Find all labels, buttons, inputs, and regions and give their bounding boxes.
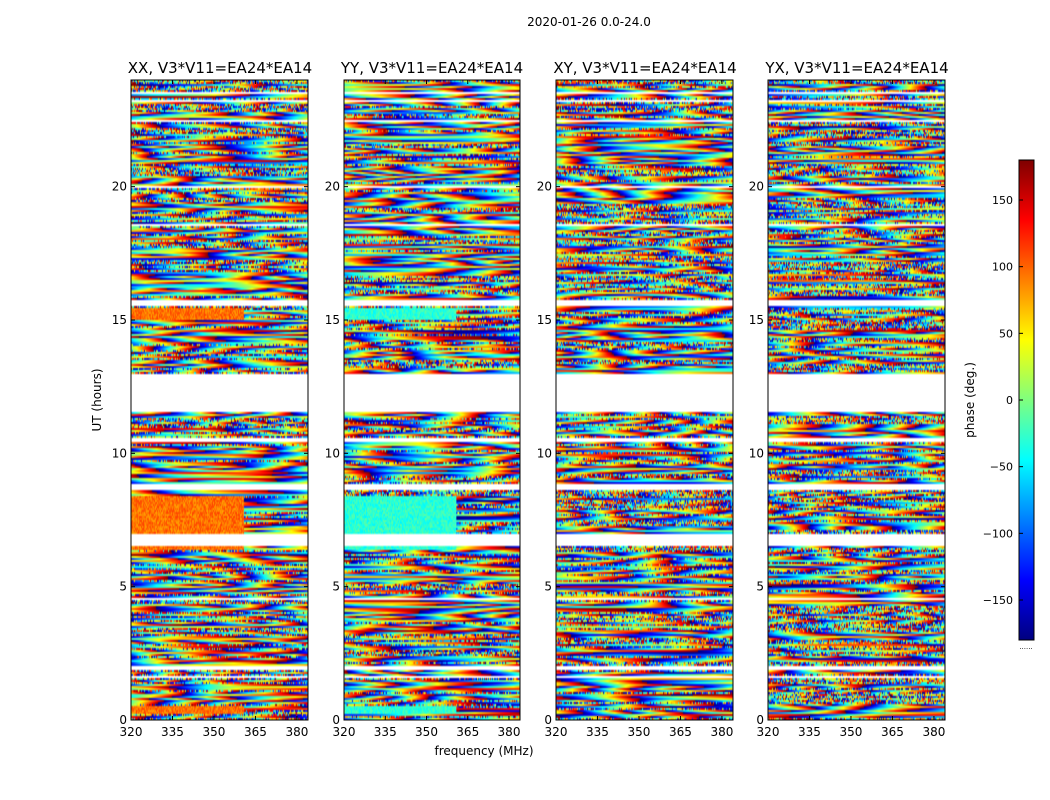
colorbar-ticks: 150 100 50 0 −50 −100 −150 [983, 194, 1023, 607]
x-tick-label: 380 [922, 725, 945, 739]
colorbar-tick-label: −150 [983, 594, 1013, 607]
colorbar-tick-label: −50 [990, 461, 1013, 474]
y-tick-label: 10 [112, 446, 127, 460]
plot-frame [130, 79, 309, 721]
y-tick-label: 5 [332, 580, 340, 594]
colorbar-tick-label: 150 [992, 194, 1013, 207]
y-axis: 0 5 10 15 20 [112, 180, 308, 727]
phase-heatmap [344, 80, 520, 720]
y-tick-label: 10 [325, 446, 340, 460]
y-tick-label: 10 [537, 446, 552, 460]
panel-xy: XY, V3*V11=EA24*EA14 320 335 350 365 380 0 5 1… [537, 59, 737, 739]
x-tick-label: 365 [456, 725, 479, 739]
y-tick-label: 20 [325, 180, 340, 194]
x-tick-label: 365 [881, 725, 904, 739]
colorbar-footnote: ...... [1019, 643, 1032, 651]
y-tick-label: 5 [119, 580, 127, 594]
colorbar-tick-label: 50 [999, 327, 1013, 340]
y-tick-label: 5 [756, 580, 764, 594]
y-tick-label: 15 [112, 313, 127, 327]
y-tick-label: 15 [537, 313, 552, 327]
x-tick-label: 380 [285, 725, 308, 739]
colorbar-tick-label: 100 [992, 261, 1013, 274]
x-tick-label: 365 [244, 725, 267, 739]
plot-frame [767, 79, 946, 721]
y-tick-label: 0 [332, 713, 340, 727]
panel-yx: YX, V3*V11=EA24*EA14 320 335 350 365 380 0 5 1… [749, 59, 949, 739]
panel-title: XX, V3*V11=EA24*EA14 [128, 59, 312, 77]
x-axis-label: frequency (MHz) [434, 744, 533, 758]
phase-heatmap [556, 80, 733, 720]
x-tick-label: 335 [798, 725, 821, 739]
x-tick-label: 350 [203, 725, 226, 739]
x-tick-label: 380 [498, 725, 521, 739]
panel-xx: XX, V3*V11=EA24*EA14 320 335 350 365 380 0 5 1… [90, 59, 312, 739]
y-tick-label: 20 [112, 180, 127, 194]
x-tick-label: 380 [710, 725, 733, 739]
y-tick-label: 10 [749, 446, 764, 460]
y-tick-label: 0 [119, 713, 127, 727]
y-tick-label: 5 [544, 580, 552, 594]
x-tick-label: 335 [374, 725, 397, 739]
x-tick-label: 320 [333, 725, 356, 739]
x-tick-label: 320 [545, 725, 568, 739]
y-axis: 0 5 10 15 20 [537, 180, 733, 727]
panel-yy: YY, V3*V11=EA24*EA14 320 335 350 365 380 0 5 1… [325, 59, 534, 758]
y-tick-label: 15 [749, 313, 764, 327]
x-tick-label: 350 [840, 725, 863, 739]
y-tick-label: 20 [749, 180, 764, 194]
x-axis: 320 335 350 365 380 [333, 80, 521, 739]
x-tick-label: 365 [669, 725, 692, 739]
x-axis: 320 335 350 365 380 [120, 80, 308, 739]
colorbar-tick-label: 0 [1006, 394, 1013, 407]
phase-heatmap [131, 80, 308, 720]
colorbar: 150 100 50 0 −50 −100 −150 phase (deg.) ...... [963, 159, 1035, 651]
x-tick-label: 350 [628, 725, 651, 739]
figure-suptitle: 2020-01-26 0.0-24.0 [527, 15, 651, 29]
plot-frame [555, 79, 734, 721]
panel-title: YX, V3*V11=EA24*EA14 [764, 59, 948, 77]
y-tick-label: 15 [325, 313, 340, 327]
panel-title: XY, V3*V11=EA24*EA14 [553, 59, 736, 77]
x-tick-label: 335 [161, 725, 184, 739]
panel-title: YY, V3*V11=EA24*EA14 [340, 59, 523, 77]
x-tick-label: 320 [757, 725, 780, 739]
y-axis-label: UT (hours) [90, 368, 104, 431]
x-tick-label: 320 [120, 725, 143, 739]
y-axis: 0 5 10 15 20 [325, 180, 520, 727]
colorbar-label: phase (deg.) [963, 362, 977, 438]
y-tick-label: 0 [756, 713, 764, 727]
x-axis: 320 335 350 365 380 [545, 80, 733, 739]
colorbar-tick-label: −100 [983, 527, 1013, 540]
plot-frame [343, 79, 521, 721]
phase-heatmap [768, 80, 945, 720]
y-tick-label: 0 [544, 713, 552, 727]
x-tick-label: 350 [415, 725, 438, 739]
x-axis: 320 335 350 365 380 [757, 80, 945, 739]
x-tick-label: 335 [586, 725, 609, 739]
y-axis: 0 5 10 15 20 [749, 180, 945, 727]
y-tick-label: 20 [537, 180, 552, 194]
